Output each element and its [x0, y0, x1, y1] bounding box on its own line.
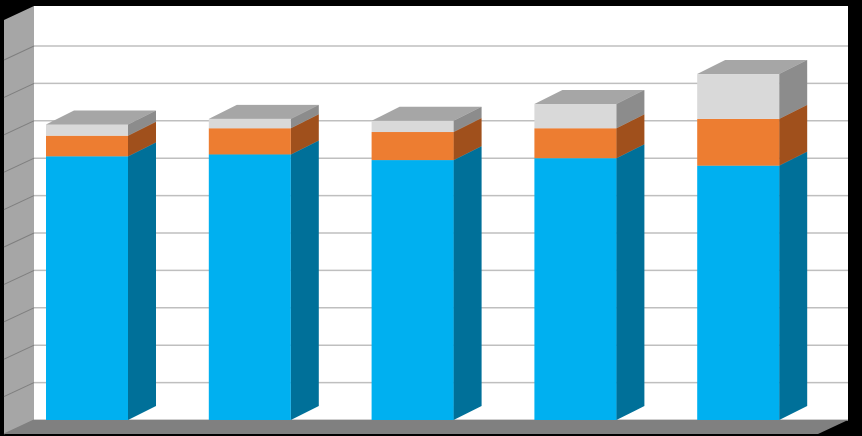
- side-gridline: [3, 195, 35, 211]
- bar-segment: [534, 103, 617, 129]
- bar-segment: [46, 156, 128, 420]
- bar-side-face: [779, 104, 808, 166]
- bar-top-face: [371, 106, 482, 121]
- side-gridline: [3, 82, 35, 98]
- bar-segment: [208, 128, 291, 155]
- bar-segment: [697, 118, 780, 166]
- side-gridline: [3, 157, 35, 173]
- bar-top-face: [208, 104, 319, 119]
- chart-floor: [4, 420, 848, 434]
- bar-segment: [371, 160, 454, 420]
- bar-segment: [208, 118, 291, 129]
- bar-segment: [697, 74, 780, 119]
- bar-side-face: [779, 151, 808, 420]
- bar-top-face: [46, 110, 156, 125]
- bar-side-face: [290, 104, 319, 129]
- bar-side-face: [616, 89, 645, 129]
- side-gridline: [3, 382, 35, 398]
- side-gridline: [3, 307, 35, 323]
- side-gridline: [3, 269, 35, 285]
- side-gridline: [3, 232, 35, 248]
- bar-side-face: [290, 114, 319, 155]
- bar-side-face: [453, 106, 482, 133]
- side-gridline: [3, 344, 35, 360]
- bar-segment: [371, 132, 454, 161]
- side-gridline: [3, 45, 35, 61]
- bar-segment: [371, 120, 454, 133]
- bar-segment: [534, 158, 617, 420]
- bar-segment: [46, 124, 128, 136]
- bar-segment: [46, 135, 128, 157]
- bar-segment: [208, 154, 291, 420]
- bar-segment: [534, 128, 617, 159]
- bar-side-face: [128, 110, 156, 136]
- bar-segment: [697, 165, 780, 420]
- bar-top-face: [534, 89, 645, 104]
- side-gridline: [3, 120, 35, 136]
- bar-top-face: [697, 60, 808, 75]
- bar-side-face: [779, 60, 808, 119]
- bar-side-face: [616, 114, 645, 159]
- bar-side-face: [128, 142, 156, 420]
- bar-side-face: [128, 121, 156, 157]
- left-wall-face: [4, 6, 34, 434]
- bar-side-face: [453, 146, 482, 420]
- bar-side-face: [290, 140, 319, 420]
- bar-side-face: [453, 118, 482, 161]
- bar-side-face: [616, 144, 645, 420]
